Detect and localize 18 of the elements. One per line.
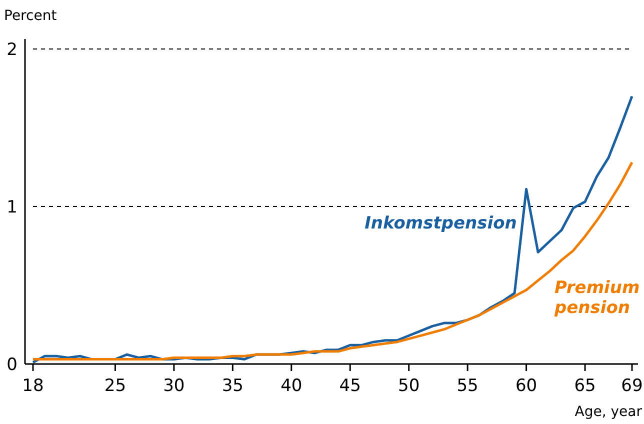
x-tick-label: 30 bbox=[163, 376, 185, 396]
x-tick-label: 60 bbox=[515, 376, 538, 396]
x-tick-label: 18 bbox=[22, 376, 44, 396]
x-tick-label: 45 bbox=[339, 376, 361, 396]
x-tick-label: 55 bbox=[456, 376, 478, 396]
x-axis-title: Age, year bbox=[574, 404, 642, 420]
x-tick-label: 50 bbox=[398, 376, 420, 396]
series-label: Inkomstpension bbox=[364, 214, 517, 234]
y-tick-label: 0 bbox=[6, 355, 18, 375]
y-tick-label: 1 bbox=[6, 198, 18, 218]
x-tick-label: 25 bbox=[104, 376, 126, 396]
x-tick-label: 35 bbox=[222, 376, 244, 396]
series-label: Premium pension bbox=[553, 278, 640, 318]
y-tick-label: 2 bbox=[6, 40, 18, 60]
x-tick-label: 40 bbox=[280, 376, 302, 396]
y-axis-title: Percent bbox=[4, 8, 58, 24]
x-tick-label: 65 bbox=[574, 376, 596, 396]
x-tick-label: 69 bbox=[621, 376, 643, 396]
